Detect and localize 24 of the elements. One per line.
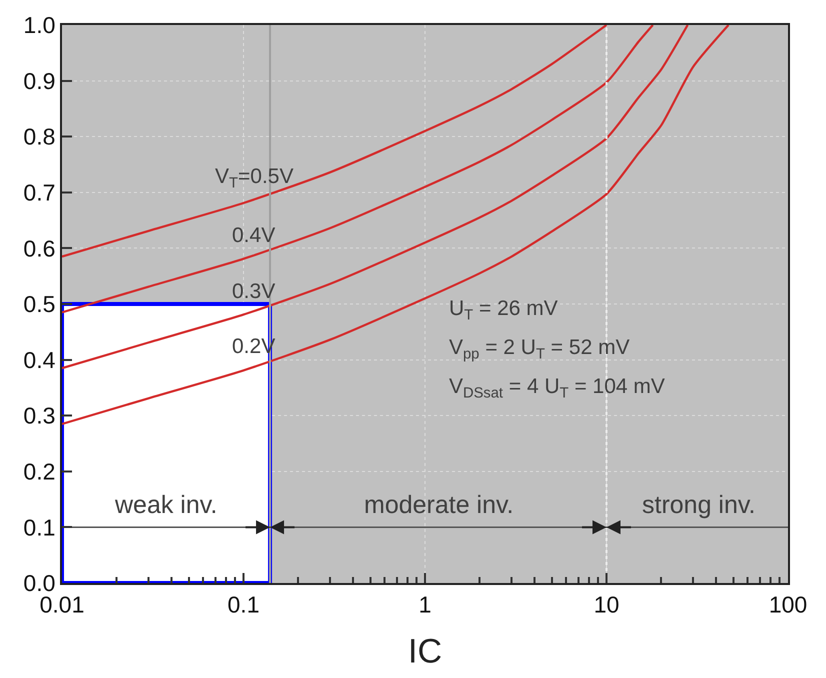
annotation: weak inv. (114, 491, 218, 519)
y-tick-label: 1.0 (23, 12, 56, 38)
x-axis-title: IC (408, 632, 442, 670)
annotation: strong inv. (642, 491, 756, 519)
series-label: V$_{T}$=0.5V (215, 165, 294, 192)
annotation: moderate inv. (364, 491, 514, 519)
x-tick-label: 100 (768, 592, 808, 618)
y-tick-label: 0.2 (23, 458, 56, 484)
y-tick-label: 0.4 (23, 346, 56, 373)
annotation: V$_{DSsat}$ = 4 U$_{T}$ = 104 mV (449, 375, 665, 402)
series-label: 0.3V (232, 280, 276, 303)
y-tick-label: 0.9 (23, 68, 56, 94)
y-tick-label: 0.5 (23, 291, 56, 318)
x-tick-label: 0.1 (228, 592, 260, 618)
y-tick-label: 0.6 (23, 235, 56, 262)
y-tick-label: 0.1 (23, 514, 56, 540)
y-tick-label: 0.7 (23, 179, 56, 206)
y-tick-label: 0.8 (23, 124, 56, 150)
annotation: V$_{pp}$ = 2 U$_{T}$ = 52 mV (449, 336, 630, 362)
x-tick-label: 1 (418, 592, 432, 618)
series-label: 0.4V (232, 224, 276, 247)
annotation: U$_{T}$ = 26 mV (449, 297, 558, 324)
x-tick-label: 10 (594, 592, 620, 618)
y-tick-label: 0.3 (23, 402, 56, 429)
